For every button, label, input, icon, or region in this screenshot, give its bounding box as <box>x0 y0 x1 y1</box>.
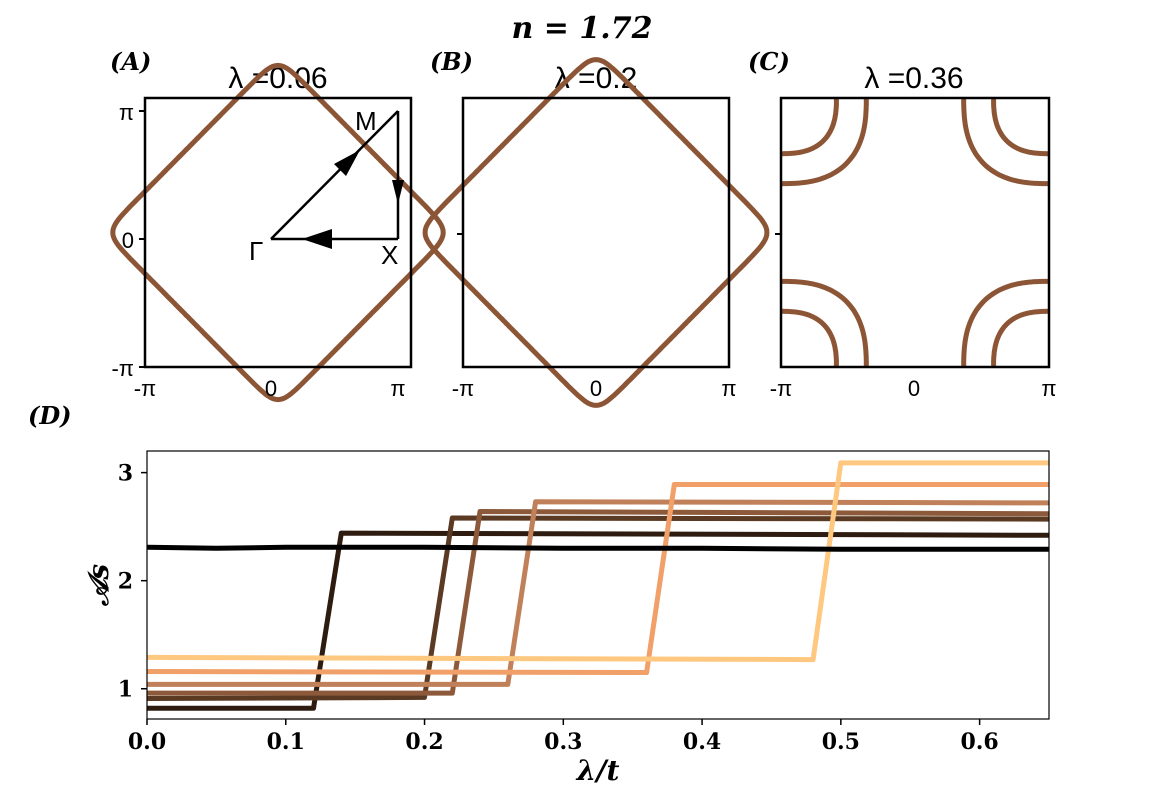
x-tick-label-1: 0.1 <box>267 729 305 755</box>
y-tick-label-1: 2 <box>118 569 133 595</box>
label-gamma: Γ <box>249 236 263 266</box>
high-symmetry-path <box>270 110 400 241</box>
panel-c-title: λ =0.36 <box>864 62 963 95</box>
figure-suptitle: n = 1.72 <box>512 11 653 46</box>
panel-d-yticks: 1 2 3 <box>118 461 147 703</box>
fermi-arc-c-3-0 <box>991 308 1049 367</box>
arrow-head-m-x <box>392 180 404 204</box>
fermi-arc-c-0-1 <box>781 98 869 187</box>
label-m: M <box>355 106 377 136</box>
x-tick-label-2: 0.2 <box>405 729 443 755</box>
series-group <box>146 460 1050 711</box>
panel-d: 0.0 0.1 0.2 0.3 0.4 0.5 0.6 1 2 3 λ/t 𝒜s <box>82 450 1050 787</box>
panel-c-xtick-label-mpi: -π <box>770 376 793 401</box>
fermi-arc-c-0-0 <box>781 98 839 157</box>
panel-c: -π 0 π <box>770 96 1057 401</box>
fermi-surface-c <box>781 98 1049 367</box>
panel-c-frame <box>779 96 1051 369</box>
y-tick-label-0: 1 <box>118 677 133 703</box>
series-line-6 <box>146 460 1049 663</box>
panel-b-xtick-label-0: 0 <box>590 376 602 401</box>
fermi-arc-c-1-0 <box>991 98 1049 157</box>
series-line-0 <box>146 544 1049 552</box>
x-tick-label-4: 0.4 <box>683 729 721 755</box>
panel-a-ytick-label-mpi: -π <box>111 356 134 381</box>
series-line-5 <box>146 482 1049 675</box>
panel-label-b: (B) <box>430 47 473 76</box>
series-line-2 <box>146 515 1050 701</box>
fermi-arc-c-3-1 <box>961 278 1049 367</box>
panel-d-xlabel: λ/t <box>576 754 620 787</box>
path-gamma-m <box>270 110 399 240</box>
label-x: X <box>381 240 398 270</box>
panel-a-xtick-label-pi: π <box>390 376 405 401</box>
fermi-surface-b <box>422 57 770 408</box>
panel-c-xtick-label-pi: π <box>1041 376 1056 401</box>
fermi-arc-c-1-1 <box>961 98 1049 187</box>
panel-a-frame <box>143 96 413 369</box>
arrow-head-x-gamma <box>302 229 332 249</box>
panel-a-ytick-label-0: 0 <box>122 228 134 253</box>
fermi-arc-c-2-1 <box>781 278 869 367</box>
panel-a: M Γ X π 0 -π -π 0 π <box>110 62 446 403</box>
panel-b-xtick-label-mpi: -π <box>452 376 475 401</box>
panel-label-d: (D) <box>28 401 72 430</box>
series-line-4 <box>147 499 1050 687</box>
panel-d-frame <box>146 450 1050 720</box>
fermi-arc-c-2-0 <box>781 308 839 367</box>
panel-a-ytick-label-pi: π <box>119 100 134 125</box>
panel-a-xtick-label-mpi: -π <box>134 376 157 401</box>
panel-a-xtick-label-0: 0 <box>265 376 277 401</box>
panel-d-ylabel: 𝒜s <box>82 564 115 607</box>
arrow-head-gamma-m <box>334 150 360 176</box>
series-line-1 <box>147 530 1050 711</box>
series-line-3 <box>147 509 1050 696</box>
x-tick-label-6: 0.6 <box>960 729 998 755</box>
x-tick-label-0: 0.0 <box>128 729 166 755</box>
panel-b-xtick-label-pi: π <box>721 376 736 401</box>
panel-b: -π 0 π <box>422 57 770 408</box>
x-tick-label-5: 0.5 <box>822 729 860 755</box>
panel-label-a: (A) <box>110 47 151 76</box>
panel-label-c: (C) <box>748 47 790 76</box>
panel-c-xtick-label-0: 0 <box>908 376 920 401</box>
panel-b-frame <box>461 96 731 369</box>
panel-d-xticks: 0.0 0.1 0.2 0.3 0.4 0.5 0.6 <box>128 719 999 755</box>
y-tick-label-2: 3 <box>118 461 133 487</box>
x-tick-label-3: 0.3 <box>544 729 582 755</box>
fermi-surface-a <box>110 62 446 403</box>
